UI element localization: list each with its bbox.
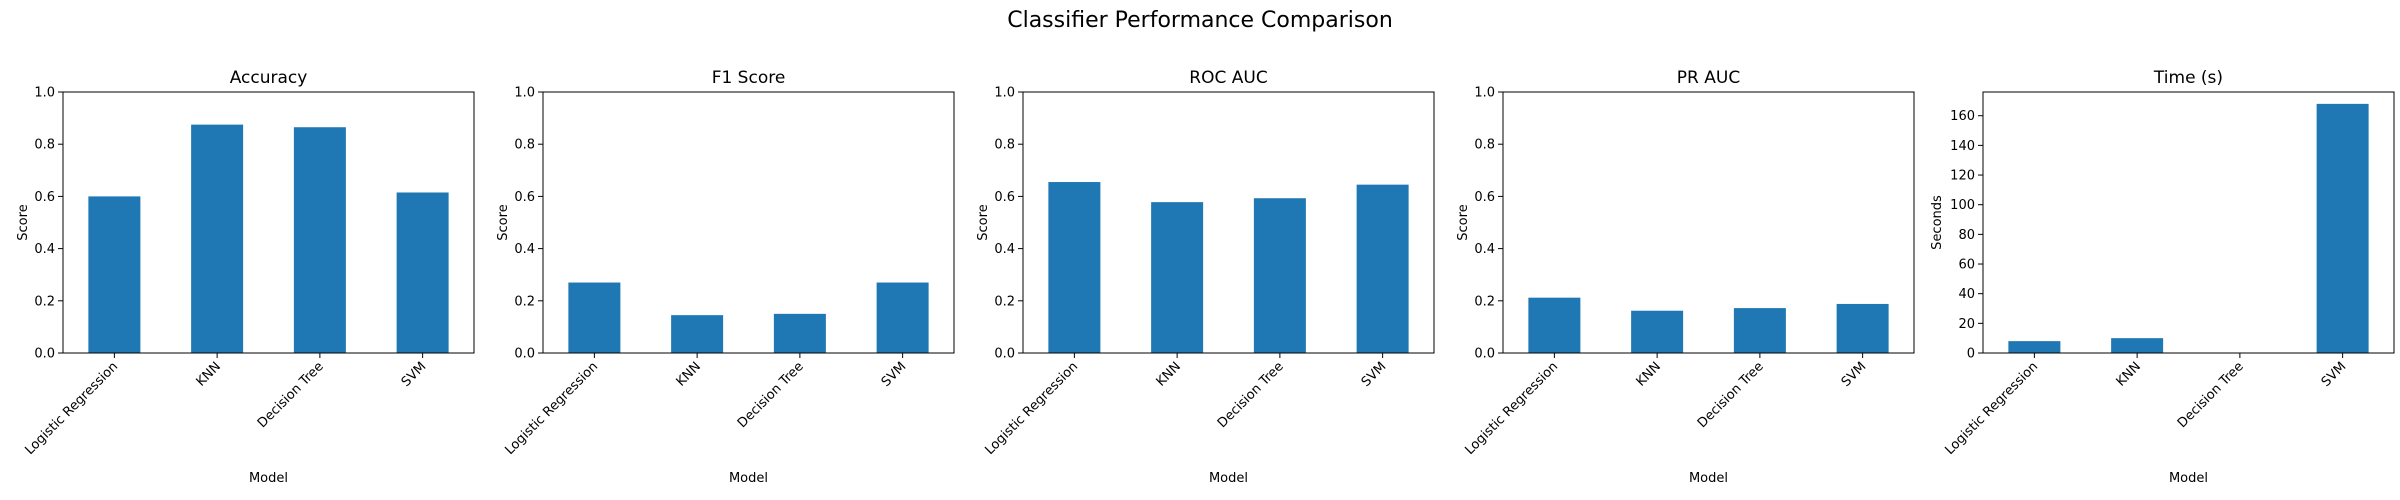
bar-1 [1048, 182, 1101, 353]
y-tick-label: 0.4 [514, 242, 535, 257]
chart-panel-4: 0.0 0.2 0.4 0.6 0.8 1.0 Logistic Regression KNN… [1456, 68, 1915, 486]
x-tick-label: Logistic Regression [22, 359, 121, 458]
x-tick-label: Decision Tree [1215, 359, 1287, 431]
y-tick-label: 0.4 [994, 242, 1015, 257]
axes-frame [1022, 91, 1435, 354]
y-tick-label: 0.2 [34, 294, 55, 309]
x-tick-label: SVM [879, 359, 910, 390]
axes-frame [62, 91, 475, 354]
bar-1 [568, 282, 621, 353]
bar-4 [1836, 303, 1889, 353]
bar-1 [2008, 341, 2061, 353]
x-axis-label: Model [1209, 471, 1248, 486]
bar-3 [1733, 308, 1786, 353]
x-tick-label: Decision Tree [2175, 359, 2247, 431]
bar-2 [1151, 202, 1204, 353]
y-axis-label: Score [976, 204, 991, 240]
x-tick-label: KNN [2114, 359, 2144, 389]
y-tick-label: 40 [1958, 287, 1975, 302]
y-tick-label: 0.0 [34, 347, 55, 362]
y-tick-label: 160 [1950, 109, 1975, 124]
x-tick-label: Logistic Regression [1942, 359, 2041, 458]
y-tick-label: 1.0 [1474, 86, 1495, 101]
y-tick-label: 0.6 [1474, 190, 1495, 205]
y-tick-label: 60 [1958, 258, 1975, 273]
y-tick-label: 1.0 [994, 86, 1015, 101]
x-axis-label: Model [2169, 471, 2208, 486]
axes-frame [1502, 91, 1915, 354]
x-axis-label: Model [1689, 471, 1728, 486]
x-tick-label: KNN [194, 359, 224, 389]
y-tick-label: 140 [1950, 139, 1975, 154]
chart-panel-2: 0.0 0.2 0.4 0.6 0.8 1.0 Logistic Regression KNN… [496, 68, 955, 486]
bar-3 [773, 313, 826, 353]
x-tick-label: Logistic Regression [502, 359, 601, 458]
y-tick-label: 0.8 [1474, 138, 1495, 153]
y-tick-label: 80 [1958, 228, 1975, 243]
y-tick-label: 20 [1958, 317, 1975, 332]
y-tick-label: 1.0 [34, 86, 55, 101]
x-tick-label: KNN [1154, 359, 1184, 389]
axes-frame [1982, 91, 2395, 354]
y-tick-label: 0.0 [514, 347, 535, 362]
chart-panel-1: 0.0 0.2 0.4 0.6 0.8 1.0 Logistic Regression KNN… [16, 68, 475, 486]
bar-2 [191, 124, 244, 353]
x-tick-label: Decision Tree [1695, 359, 1767, 431]
y-tick-label: 0.8 [994, 138, 1015, 153]
y-tick-label: 0 [1967, 347, 1975, 362]
x-tick-label: Logistic Regression [982, 359, 1081, 458]
x-tick-label: SVM [1839, 359, 1870, 390]
x-tick-label: Decision Tree [735, 359, 807, 431]
y-tick-label: 0.6 [994, 190, 1015, 205]
axes-title: PR AUC [1677, 68, 1740, 88]
x-axis-label: Model [249, 471, 288, 486]
bar-2 [1631, 310, 1684, 353]
y-axis-label: Score [16, 204, 31, 240]
x-tick-label: Decision Tree [255, 359, 327, 431]
y-tick-label: 0.6 [514, 190, 535, 205]
y-tick-label: 0.2 [514, 294, 535, 309]
bar-2 [671, 315, 724, 353]
axes-title: ROC AUC [1189, 68, 1267, 88]
x-tick-label: KNN [674, 359, 704, 389]
bar-3 [1253, 198, 1306, 353]
y-tick-label: 0.2 [994, 294, 1015, 309]
x-tick-label: Logistic Regression [1462, 359, 1561, 458]
bar-3 [293, 127, 346, 353]
y-tick-label: 0.8 [34, 138, 55, 153]
y-tick-label: 0.6 [34, 190, 55, 205]
x-tick-label: SVM [2319, 359, 2350, 390]
axes-title: F1 Score [712, 68, 786, 88]
axes-title: Accuracy [230, 68, 308, 88]
x-tick-label: KNN [1634, 359, 1664, 389]
y-axis-label: Seconds [1930, 195, 1945, 250]
chart-panel-5: 0 20 40 60 80 100 120 140 160 Logistic Regression… [1930, 68, 2395, 486]
y-tick-label: 100 [1950, 198, 1975, 213]
bar-4 [1356, 184, 1409, 353]
x-tick-label: SVM [399, 359, 430, 390]
bar-1 [1528, 297, 1581, 353]
y-tick-label: 0.0 [1474, 347, 1495, 362]
y-axis-label: Score [1456, 204, 1471, 240]
bar-2 [2111, 338, 2164, 353]
chart-panel-3: 0.0 0.2 0.4 0.6 0.8 1.0 Logistic Regression KNN… [976, 68, 1435, 486]
bar-4 [2316, 103, 2369, 353]
axes-frame [542, 91, 955, 354]
x-tick-label: SVM [1359, 359, 1390, 390]
bar-1 [88, 196, 141, 353]
y-tick-label: 0.2 [1474, 294, 1495, 309]
y-tick-label: 0.0 [994, 347, 1015, 362]
axes-title: Time (s) [2153, 68, 2223, 88]
y-tick-label: 0.8 [514, 138, 535, 153]
y-axis-label: Score [496, 204, 511, 240]
figure-title: Classifier Performance Comparison [1007, 8, 1393, 33]
y-tick-label: 1.0 [514, 86, 535, 101]
y-tick-label: 0.4 [34, 242, 55, 257]
x-axis-label: Model [729, 471, 768, 486]
y-tick-label: 0.4 [1474, 242, 1495, 257]
bar-4 [396, 192, 449, 353]
y-tick-label: 120 [1950, 169, 1975, 184]
bar-4 [876, 282, 929, 353]
